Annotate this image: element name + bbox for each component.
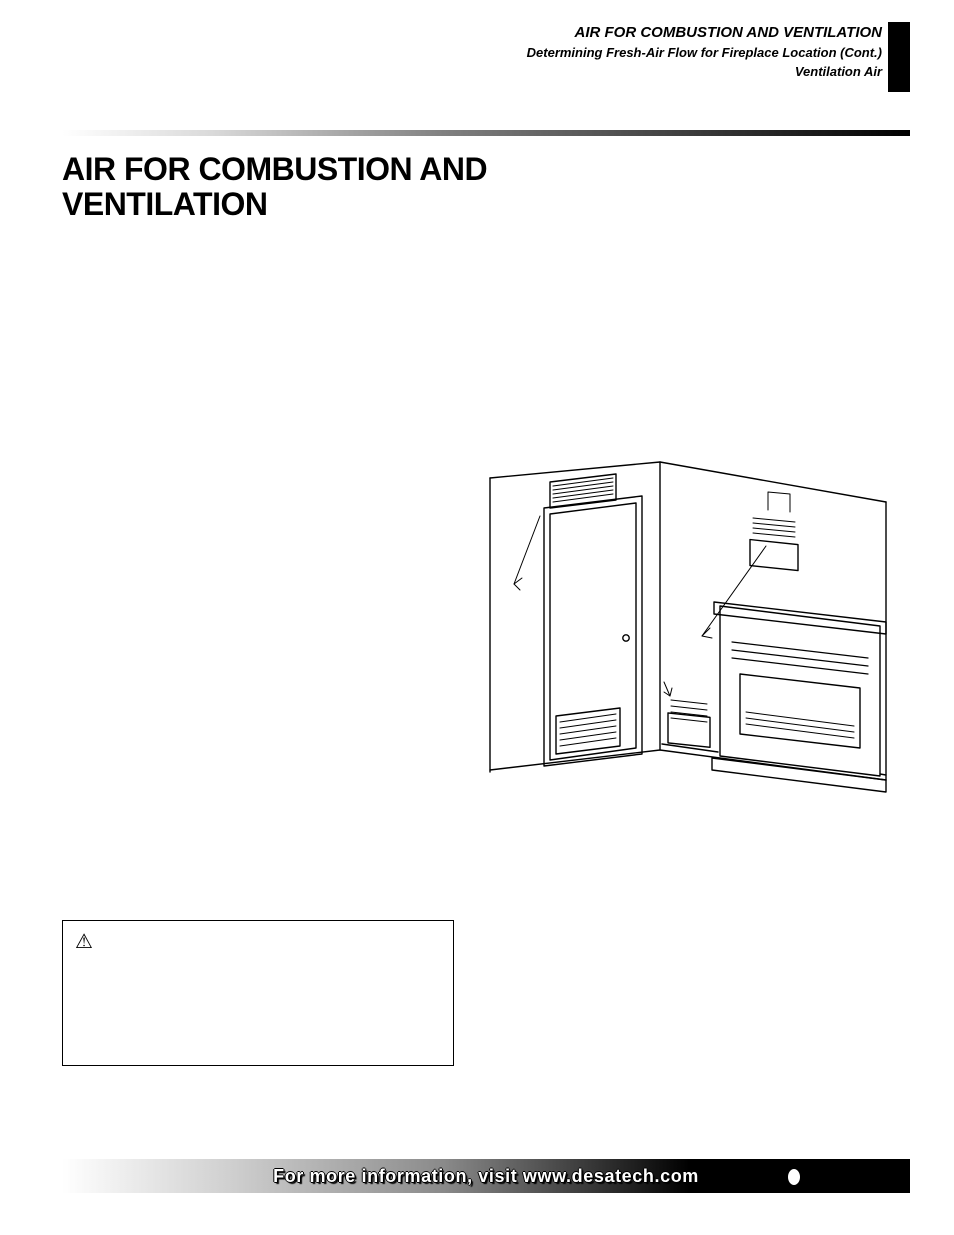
warning-icon: ⚠	[75, 929, 93, 954]
warning-callout: ⚠	[62, 920, 454, 1066]
header-line-3: Ventilation Air	[527, 63, 882, 82]
door-bottom-vent-icon	[556, 708, 620, 754]
wall-high-vent-icon	[750, 518, 798, 571]
desa-logo	[780, 1157, 908, 1197]
running-header: AIR FOR COMBUSTION AND VENTILATION Deter…	[527, 22, 882, 81]
title-line-1: AIR FOR COMBUSTION AND	[62, 152, 487, 187]
header-line-2: Determining Fresh-Air Flow for Fireplace…	[527, 44, 882, 63]
wall-low-vent-icon	[668, 700, 710, 747]
title-line-2: VENTILATION	[62, 187, 487, 222]
header-rule	[62, 130, 910, 136]
page-title: AIR FOR COMBUSTION AND VENTILATION	[62, 152, 487, 221]
section-tab	[888, 22, 910, 92]
fireplace-icon	[712, 602, 886, 792]
header-line-1: AIR FOR COMBUSTION AND VENTILATION	[527, 22, 882, 44]
room-illustration	[488, 460, 888, 815]
